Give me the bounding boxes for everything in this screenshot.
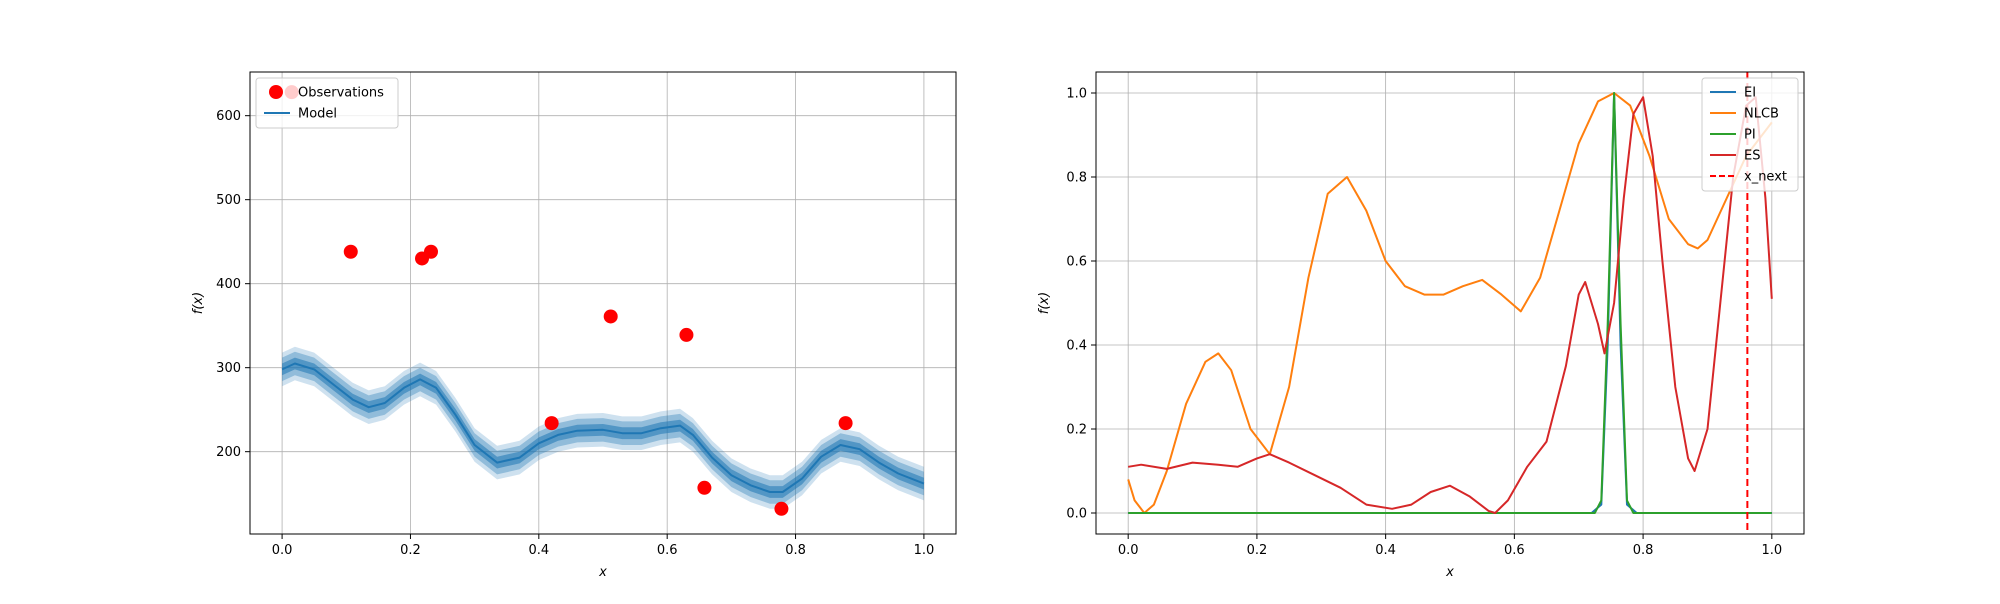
legend-label-NLCB: NLCB <box>1744 107 1779 122</box>
plot-area <box>281 85 925 516</box>
series-line-ES <box>1128 96 1773 514</box>
data-point <box>679 327 694 342</box>
legend-label-PI: PI <box>1744 128 1756 143</box>
plot-frame <box>249 71 957 535</box>
legend: EI NLCB PI ES x_next <box>1701 77 1799 192</box>
y-tick-label: 0.2 <box>1066 423 1087 438</box>
legend-label-x_next: x_next <box>1744 170 1787 185</box>
x-tick-label: 0.8 <box>1633 543 1654 558</box>
series-line-Model <box>281 362 925 493</box>
x-tick-label: 1.0 <box>1761 543 1782 558</box>
x-tick-label: 0.4 <box>1375 543 1396 558</box>
series-line-EI <box>1128 92 1772 514</box>
legend-box <box>1701 77 1799 192</box>
chart-panel-2: 0.0 0.2 0.4 0.6 0.8 1.0 0.0 0.2 0.4 0.6 0.8 1.0 x f(x… <box>1037 71 1805 580</box>
plot-area <box>1127 72 1773 534</box>
data-point <box>423 244 438 259</box>
series-line-NLCB <box>1127 92 1773 514</box>
data-point <box>838 416 853 431</box>
y-axis-label: f(x) <box>191 292 206 314</box>
data-point <box>697 480 712 495</box>
y-tick-label: 0.4 <box>1066 339 1087 354</box>
y-tick-label: 600 <box>216 109 241 124</box>
x-tick-label: 0.2 <box>400 543 421 558</box>
series-line-PI <box>1128 92 1772 514</box>
x-axis-label: x <box>598 565 607 580</box>
legend-box <box>255 77 399 129</box>
y-tick-label: 0.8 <box>1066 171 1087 186</box>
data-point <box>343 244 358 259</box>
legend: Observations Model <box>255 77 399 129</box>
confidence-band-inner <box>282 357 924 498</box>
y-tick-label: 300 <box>216 361 241 376</box>
y-tick-label: 200 <box>216 445 241 460</box>
legend-label-Model: Model <box>298 107 337 122</box>
y-tick-label: 0.6 <box>1066 255 1087 270</box>
legend-label-Observations: Observations <box>298 86 384 101</box>
chart-panel-1: 0.0 0.2 0.4 0.6 0.8 1.0 200 300 400 500 600 x f(x) Ob… <box>191 71 957 580</box>
data-point <box>774 501 789 516</box>
y-tick-label: 400 <box>216 277 241 292</box>
data-point <box>544 416 559 431</box>
x-tick-label: 0.0 <box>1118 543 1139 558</box>
legend-label-EI: EI <box>1744 86 1756 101</box>
x-tick-label: 0.8 <box>785 543 806 558</box>
x-tick-label: 0.6 <box>1504 543 1525 558</box>
plot-frame <box>1095 71 1805 535</box>
legend-marker-Observations <box>269 85 283 99</box>
x-tick-label: 0.4 <box>528 543 549 558</box>
y-tick-label: 500 <box>216 193 241 208</box>
y-axis-label: f(x) <box>1037 292 1052 314</box>
legend-label-ES: ES <box>1744 149 1760 164</box>
x-tick-label: 0.2 <box>1247 543 1268 558</box>
x-tick-label: 0.0 <box>272 543 293 558</box>
data-point <box>603 309 618 324</box>
x-tick-label: 1.0 <box>914 543 935 558</box>
y-tick-label: 0.0 <box>1066 507 1087 522</box>
x-axis-label: x <box>1445 565 1454 580</box>
y-tick-label: 1.0 <box>1066 87 1087 102</box>
x-tick-label: 0.6 <box>657 543 678 558</box>
